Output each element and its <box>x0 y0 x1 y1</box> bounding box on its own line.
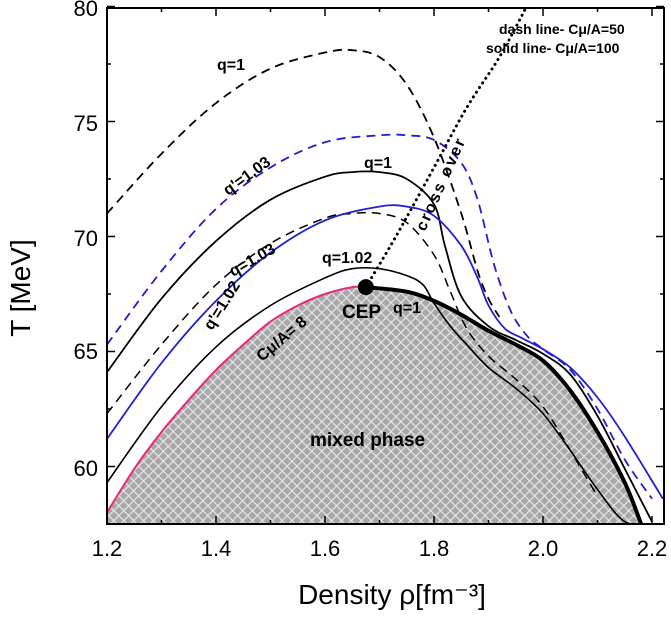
series-line-c100-qp103 <box>107 204 664 500</box>
label-cep: CEP <box>342 302 381 323</box>
series-line-boundary-right <box>365 285 643 524</box>
series-line-c50-q1 <box>107 48 501 318</box>
series-line-crossover <box>364 8 528 289</box>
y-tick-label: 70 <box>74 226 98 251</box>
series-line-boundary-inf <box>107 285 366 514</box>
x-tick-label: 2.2 <box>637 536 668 561</box>
label-qp102: q'=1.02 <box>201 278 244 333</box>
label-q102: q=1.02 <box>322 250 372 267</box>
label-qp103-top: q'=1.03 <box>220 154 274 200</box>
x-tick-label: 2.0 <box>528 536 559 561</box>
cep-marker <box>357 279 374 296</box>
y-tick-label: 60 <box>74 456 98 481</box>
mixed-phase-region <box>107 286 642 524</box>
x-tick-label: 1.8 <box>419 536 450 561</box>
label-mixed-phase: mixed phase <box>310 430 425 451</box>
x-tick-label: 1.2 <box>92 536 123 561</box>
y-tick-label: 65 <box>74 339 98 364</box>
x-tick-label: 1.4 <box>201 536 232 561</box>
y-tick-label: 75 <box>74 111 98 136</box>
axis-ticks <box>106 5 664 525</box>
series-line-c50-q103 <box>107 211 599 497</box>
label-q1-cep: q=1 <box>393 300 421 317</box>
series-line-c50-qp103 <box>107 133 653 500</box>
label-q1-mid: q=1 <box>364 155 392 172</box>
series-line-c100-q1 <box>107 170 653 523</box>
y-tick-label: 80 <box>74 0 98 21</box>
label-crossover: cross over <box>413 135 470 234</box>
label-q103: q=1.03 <box>227 241 279 281</box>
series-layer <box>107 8 664 524</box>
legend-solid: solid line- Cμ/A=100 <box>486 40 620 56</box>
x-tick-label: 1.6 <box>310 536 341 561</box>
y-axis-label: T [MeV] <box>5 239 36 337</box>
plot-frame <box>106 7 665 525</box>
label-q1-top: q=1 <box>217 57 245 74</box>
legend-dash: dash line- Cμ/A=50 <box>499 21 625 37</box>
x-axis-label: Density ρ[fm⁻³] <box>298 579 486 610</box>
